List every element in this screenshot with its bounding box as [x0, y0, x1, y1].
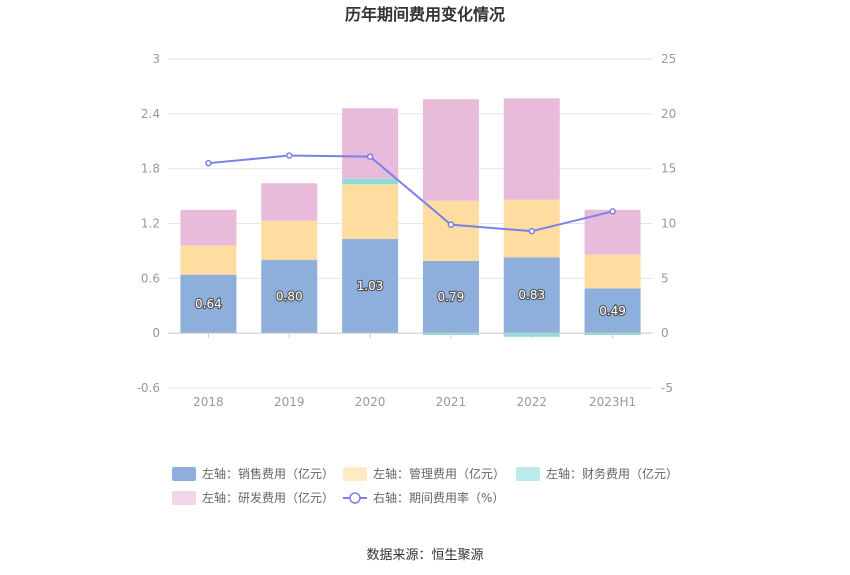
x-tick-label: 2019 [274, 395, 305, 409]
bar-s3-2020 [342, 108, 399, 179]
bar-s3-2019 [261, 183, 318, 221]
expense-rate-line [208, 154, 613, 233]
bar-s3-2021 [422, 99, 479, 201]
expense-rate-point-2020 [366, 153, 374, 160]
expense-rate-point-2022 [528, 227, 535, 235]
bar-value-labels: 0.64 0.80 1.03 0.79 0.83 0.49 [194, 278, 627, 319]
expense-rate-point-2019 [286, 152, 293, 159]
legend-swatch [343, 467, 367, 481]
x-tick-label: 2018 [193, 395, 224, 409]
bar-s1-2020 [342, 184, 399, 240]
x-tick-label: 2020 [355, 395, 386, 409]
expense-rate-point-2018 [205, 159, 212, 167]
legend-label: 左轴：财务费用（亿元） [546, 466, 678, 481]
left-tick-label: 1.2 [141, 217, 160, 231]
right-tick-label: -5 [661, 381, 673, 395]
sales-value-label: 0.83 [518, 288, 545, 302]
bar-s1-2018 [180, 245, 237, 275]
bar-s3-2023H1 [584, 209, 641, 255]
bar-s0-2021 [422, 260, 479, 334]
bar-s0-2020 [342, 239, 399, 334]
x-tick-label: 2021 [436, 395, 467, 409]
sales-value-label: 1.03 [357, 279, 384, 293]
left-tick-label: -0.6 [137, 381, 160, 395]
left-tick-label: 0.6 [141, 271, 160, 285]
right-tick-label: 0 [661, 326, 669, 340]
legend-swatch [172, 491, 196, 505]
right-axis-ticks: -5 0 5 10 15 20 25 [661, 52, 676, 395]
x-tick-label: 2023H1 [589, 395, 636, 409]
legend-label: 右轴：期间费用率（%） [373, 490, 504, 505]
line-series [205, 152, 616, 235]
x-tick-label: 2022 [516, 395, 547, 409]
chart-title: 历年期间费用变化情况 [345, 5, 505, 24]
left-tick-label: 2.4 [141, 107, 160, 121]
left-axis-ticks: -0.6 0 0.6 1.2 1.8 2.4 3 [137, 52, 160, 395]
bar-s1-2019 [261, 220, 318, 261]
bar-series [180, 98, 641, 337]
bar-s2-2020 [342, 178, 399, 185]
bar-s1-2021 [422, 200, 479, 261]
legend-label: 左轴：研发费用（亿元） [202, 490, 334, 505]
expense-rate-point-2023H1 [609, 208, 616, 215]
left-tick-label: 1.8 [141, 162, 160, 176]
legend-line-marker [349, 492, 361, 504]
sales-value-label: 0.80 [276, 290, 303, 304]
x-axis: 2018 2019 2020 2021 2022 2023H1 [168, 332, 653, 409]
bar-s3-2022 [503, 98, 560, 200]
left-tick-label: 0 [152, 326, 160, 340]
sales-value-label: 0.49 [599, 304, 626, 318]
legend-swatch [516, 467, 540, 481]
bar-s1-2023H1 [584, 254, 641, 289]
data-source: 数据来源：恒生聚源 [366, 548, 483, 563]
right-tick-label: 10 [661, 217, 676, 231]
bar-s3-2018 [180, 209, 237, 246]
sales-value-label: 0.64 [195, 297, 222, 311]
right-tick-label: 20 [661, 107, 676, 121]
bar-s0-2018 [180, 274, 237, 334]
expense-rate-point-2021 [447, 221, 455, 228]
legend-label: 左轴：管理费用（亿元） [373, 466, 505, 481]
grid-lines [168, 58, 653, 389]
left-tick-label: 3 [152, 52, 160, 66]
legend: 左轴：销售费用（亿元） 左轴：管理费用（亿元） 左轴：财务费用（亿元） 左轴：研发费用… [172, 466, 678, 505]
legend-label: 左轴：销售费用（亿元） [202, 466, 334, 481]
right-tick-label: 15 [661, 162, 676, 176]
right-tick-label: 25 [661, 52, 676, 66]
sales-value-label: 0.79 [438, 290, 465, 304]
legend-swatch [172, 467, 196, 481]
bar-s0-2019 [261, 260, 318, 334]
bar-s0-2023H1 [584, 288, 641, 334]
right-tick-label: 5 [661, 271, 669, 285]
bar-s0-2022 [503, 257, 560, 334]
